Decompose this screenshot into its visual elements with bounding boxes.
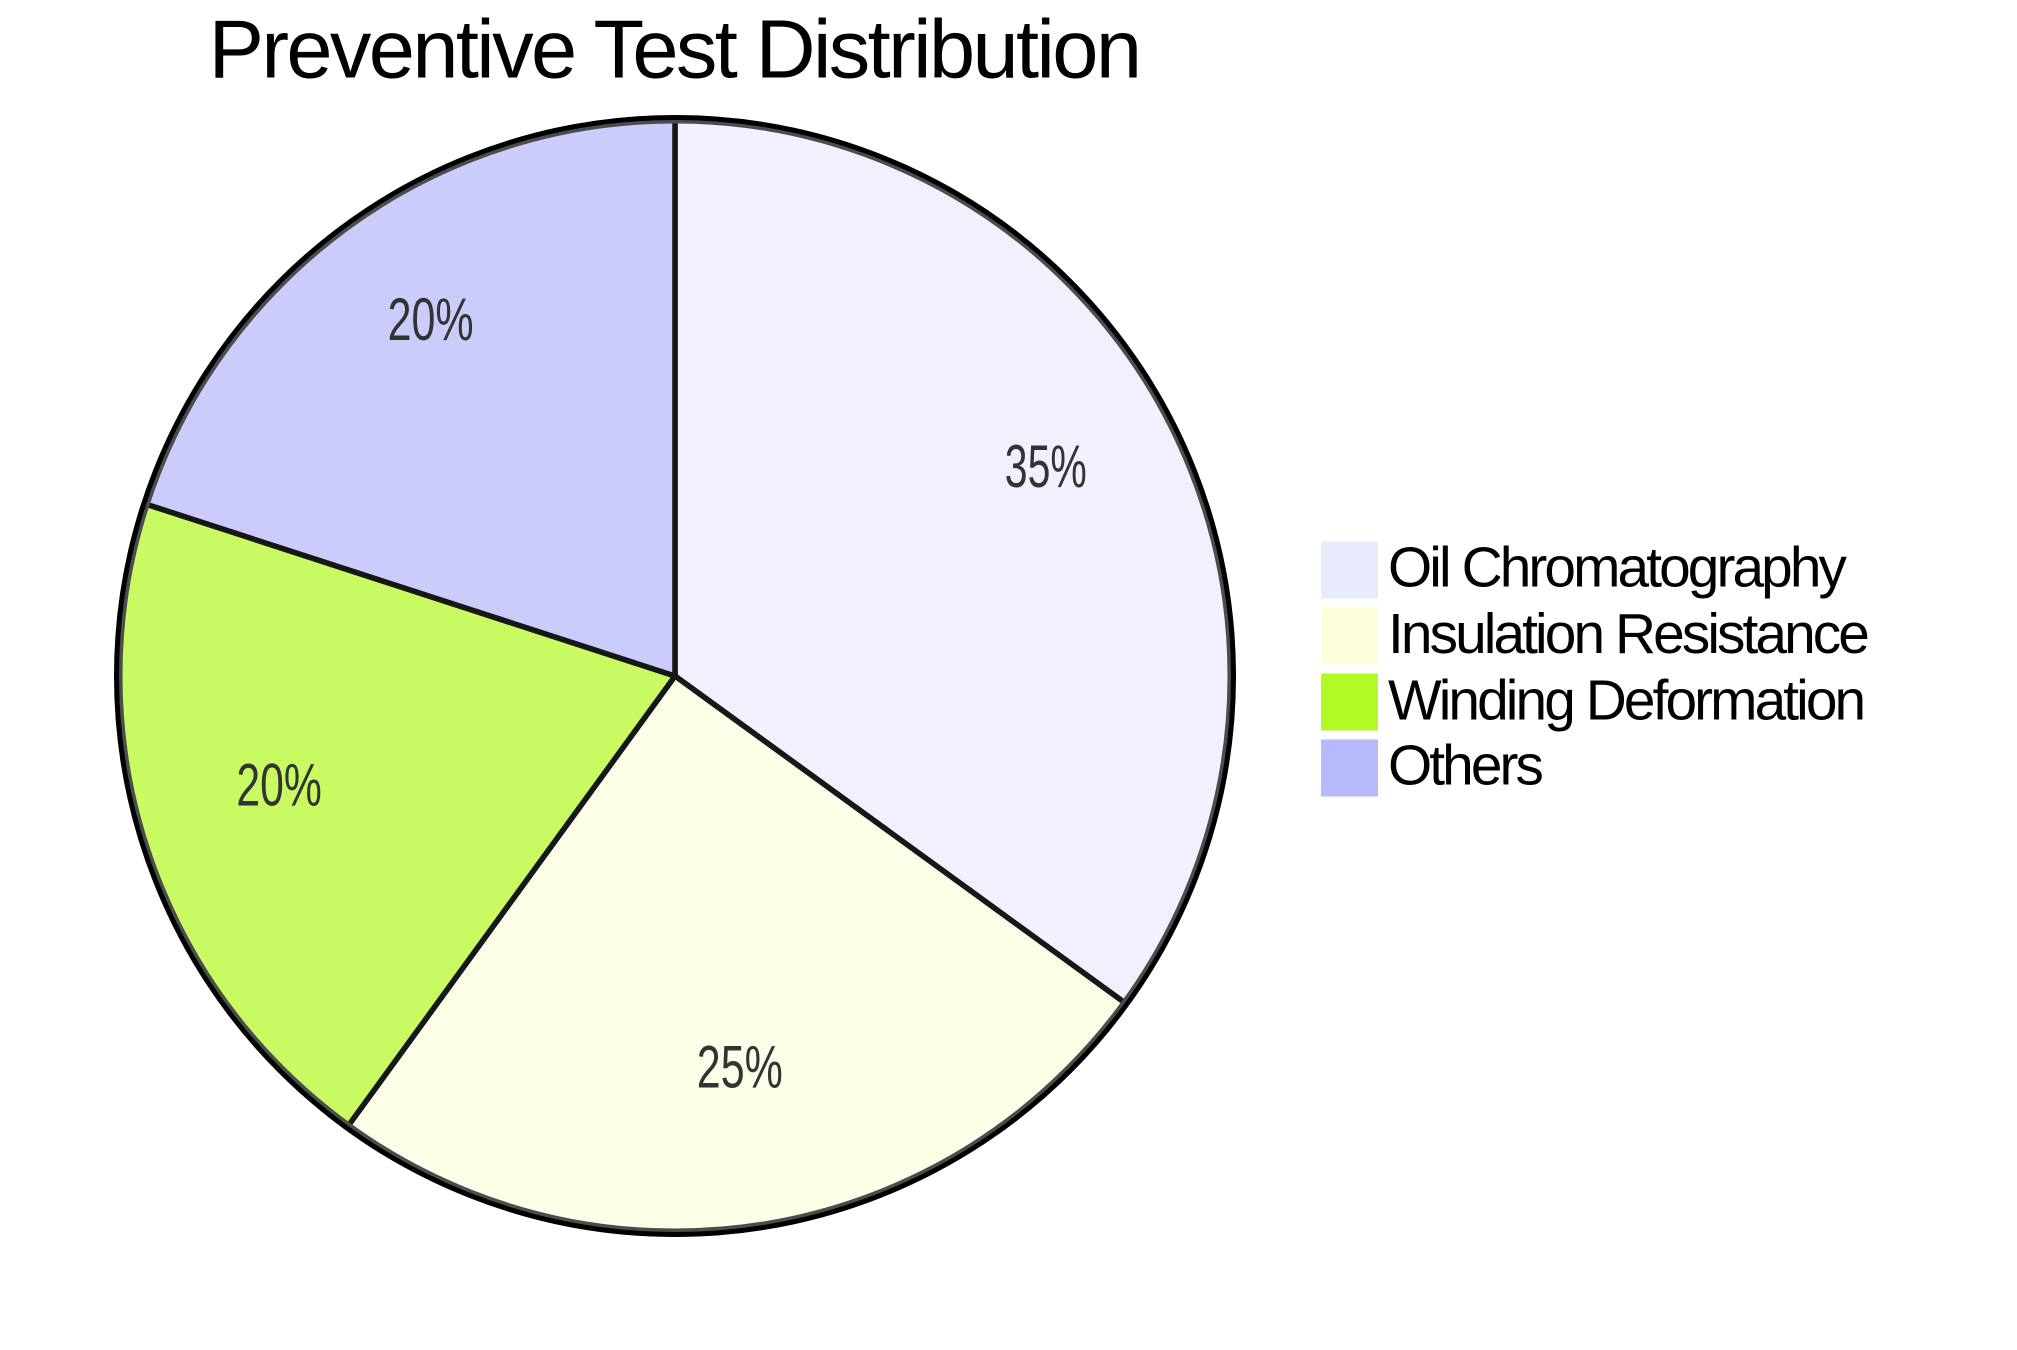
svg-text:Preventive Test Distribution: Preventive Test Distribution [209, 3, 1140, 96]
svg-text:Others: Others [1388, 734, 1543, 797]
svg-text:Winding Deformation: Winding Deformation [1388, 669, 1863, 732]
svg-text:Insulation Resistance: Insulation Resistance [1388, 603, 1868, 666]
svg-text:20%: 20% [236, 752, 322, 819]
svg-text:Oil Chromatography: Oil Chromatography [1388, 536, 1848, 599]
svg-text:25%: 25% [697, 1034, 783, 1101]
svg-text:20%: 20% [388, 286, 474, 353]
svg-text:35%: 35% [1005, 433, 1087, 500]
